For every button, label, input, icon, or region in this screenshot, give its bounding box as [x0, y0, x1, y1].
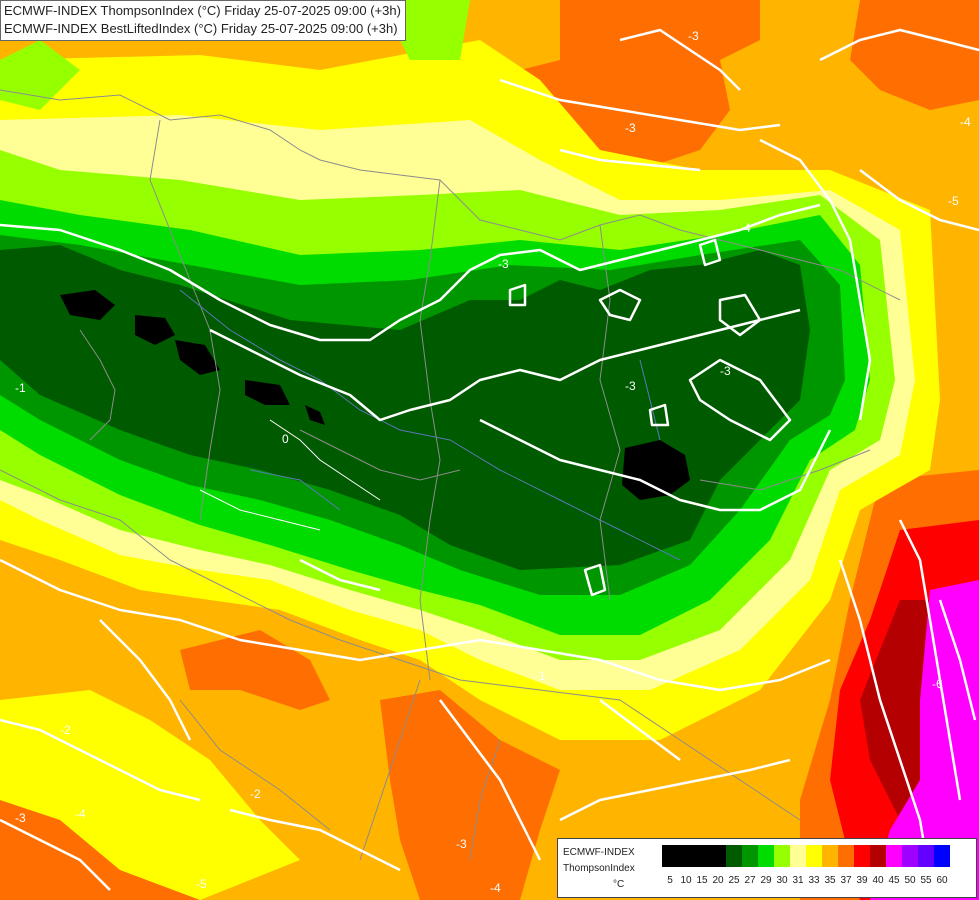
legend-tick-label: 33	[808, 875, 820, 886]
legend-tick-label: 55	[920, 875, 932, 886]
legend-swatch	[694, 845, 710, 867]
legend-tick-label: 10	[680, 875, 692, 886]
legend-swatch	[838, 845, 854, 867]
country-borders	[0, 89, 901, 861]
color-legend: ECMWF-INDEX ThompsonIndex °C 5 10 15 20 25 27…	[557, 838, 977, 898]
li-label-s: -1	[535, 669, 546, 683]
legend-swatch	[774, 845, 790, 867]
legend-swatch	[758, 845, 774, 867]
li-label-sw3: -2	[250, 787, 261, 801]
legend-tick-label: 20	[712, 875, 724, 886]
li-label-sw4: -5	[196, 877, 207, 891]
legend-swatch	[902, 845, 918, 867]
legend-tick-label: 50	[904, 875, 916, 886]
map-title-box: ECMWF-INDEX ThompsonIndex (°C) Friday 25…	[0, 0, 406, 41]
thompson-index-title: ECMWF-INDEX ThompsonIndex (°C) Friday 25…	[4, 3, 401, 18]
legend-swatch	[726, 845, 742, 867]
field-black-3	[175, 340, 220, 375]
li-label-n: -1	[15, 381, 26, 395]
field-black-5	[305, 405, 325, 425]
li-label-ne3: -4	[960, 115, 971, 129]
legend-unit: °C	[613, 879, 625, 890]
li-label-center2: -3	[498, 257, 509, 271]
legend-tick-label: 39	[856, 875, 868, 886]
lifted-index-title: ECMWF-INDEX BestLiftedIndex (°C) Friday …	[4, 21, 398, 36]
legend-swatch	[822, 845, 838, 867]
legend-swatch	[854, 845, 870, 867]
legend-swatch	[678, 845, 694, 867]
legend-swatch	[806, 845, 822, 867]
legend-tick-label: 30	[776, 875, 788, 886]
legend-swatch	[662, 845, 678, 867]
li-label-center3: -3	[625, 379, 636, 393]
legend-tick-label: 15	[696, 875, 708, 886]
li-label-ne1: -3	[688, 29, 699, 43]
li-label-center: -4	[740, 221, 751, 235]
field-black-4	[245, 380, 290, 405]
legend-tick-label: 27	[744, 875, 756, 886]
li-label-s3: -4	[490, 881, 501, 895]
legend-parameter: ThompsonIndex	[563, 863, 635, 874]
legend-swatch	[886, 845, 902, 867]
field-yellow-sw	[0, 690, 300, 900]
field-black-6	[622, 440, 690, 500]
field-black-2	[135, 315, 175, 345]
legend-tick-label: 25	[728, 875, 740, 886]
legend-tick-label: 40	[872, 875, 884, 886]
li-label-mid: 0	[282, 432, 289, 446]
legend-model: ECMWF-INDEX	[563, 847, 635, 858]
legend-tick-label: 31	[792, 875, 804, 886]
field-magenta-se	[870, 580, 979, 900]
legend-tick-label: 29	[760, 875, 772, 886]
legend-swatch	[710, 845, 726, 867]
li-label-sw2: -4	[75, 807, 86, 821]
li-label-se: -6	[932, 677, 943, 691]
li-label-ne2: -3	[625, 121, 636, 135]
legend-tick-label: 5	[667, 875, 673, 886]
field-black-1	[60, 290, 115, 320]
legend-swatch	[934, 845, 950, 867]
legend-tick-label: 60	[936, 875, 948, 886]
legend-swatch	[742, 845, 758, 867]
legend-tick-label: 37	[840, 875, 852, 886]
legend-swatches	[662, 845, 950, 867]
li-label-sw: -3	[15, 811, 26, 825]
contour-label-group: -3 -3 -4 -5 -4 -3 -3 -3 -2 -3 -4 -2 -5 -…	[15, 29, 971, 895]
legend-ticks: 5 10 15 20 25 27 29 30 31 33 35 37 39 40 45 50 55 60	[662, 875, 950, 887]
li-label-center4: -3	[720, 364, 731, 378]
li-zero-contour	[199, 419, 381, 531]
legend-swatch	[918, 845, 934, 867]
legend-tick-label: 45	[888, 875, 900, 886]
rivers	[179, 289, 681, 561]
field-lime-n	[0, 40, 80, 110]
li-label-s2: -3	[456, 837, 467, 851]
li-label-w: -2	[60, 723, 71, 737]
li-label-e: -5	[948, 194, 959, 208]
field-darkorange-s	[380, 690, 560, 900]
legend-tick-label: 35	[824, 875, 836, 886]
field-red-ne2	[850, 0, 979, 110]
legend-swatch	[870, 845, 886, 867]
li-contours	[0, 28, 979, 891]
legend-swatch	[790, 845, 806, 867]
